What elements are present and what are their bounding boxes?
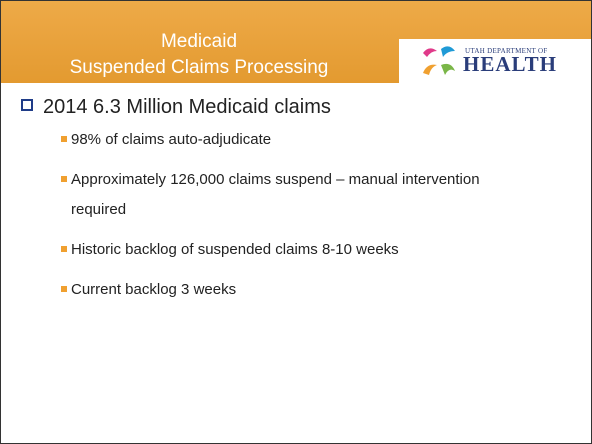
title-line: Medicaid xyxy=(160,31,238,52)
sub-bullet: Approximately 126,000 claims suspend – m… xyxy=(61,165,511,225)
logo-small-text: UTAH DEPARTMENT OF xyxy=(465,47,548,55)
sub-bullet-text: Historic backlog of suspended claims 8-1… xyxy=(71,241,399,258)
logo: UTAH DEPARTMENT OF HEALTH xyxy=(399,39,591,83)
sub-bullet-text: 98% of claims auto-adjudicate xyxy=(71,131,272,148)
sub-bullet-marker xyxy=(61,136,67,142)
sub-bullet-text: Approximately 126,000 claims suspend – m… xyxy=(71,171,480,218)
sub-bullet-marker xyxy=(61,176,67,182)
sub-bullet-marker xyxy=(61,286,67,292)
bullet-text: 2014 6.3 Million Medicaid claims xyxy=(43,96,331,118)
sub-list: 98% of claims auto-adjudicate Approximate… xyxy=(21,125,561,305)
logo-big-text: HEALTH xyxy=(463,52,557,76)
sub-bullet: Historic backlog of suspended claims 8-1… xyxy=(61,235,511,265)
title: Medicaid Suspended Claims Processing xyxy=(1,29,397,81)
content: 2014 6.3 Million Medicaid claims 98% of c… xyxy=(21,93,561,315)
logo-icon xyxy=(423,46,455,75)
bullet: 2014 6.3 Million Medicaid claims xyxy=(21,93,561,121)
sub-bullet: Current backlog 3 weeks xyxy=(61,275,511,305)
bullet-box xyxy=(21,99,33,111)
sub-bullet: 98% of claims auto-adjudicate xyxy=(61,125,511,155)
sub-bullet-marker xyxy=(61,246,67,252)
sub-bullet-text: Current backlog 3 weeks xyxy=(71,281,237,298)
title-line: Suspended Claims Processing xyxy=(69,57,329,78)
